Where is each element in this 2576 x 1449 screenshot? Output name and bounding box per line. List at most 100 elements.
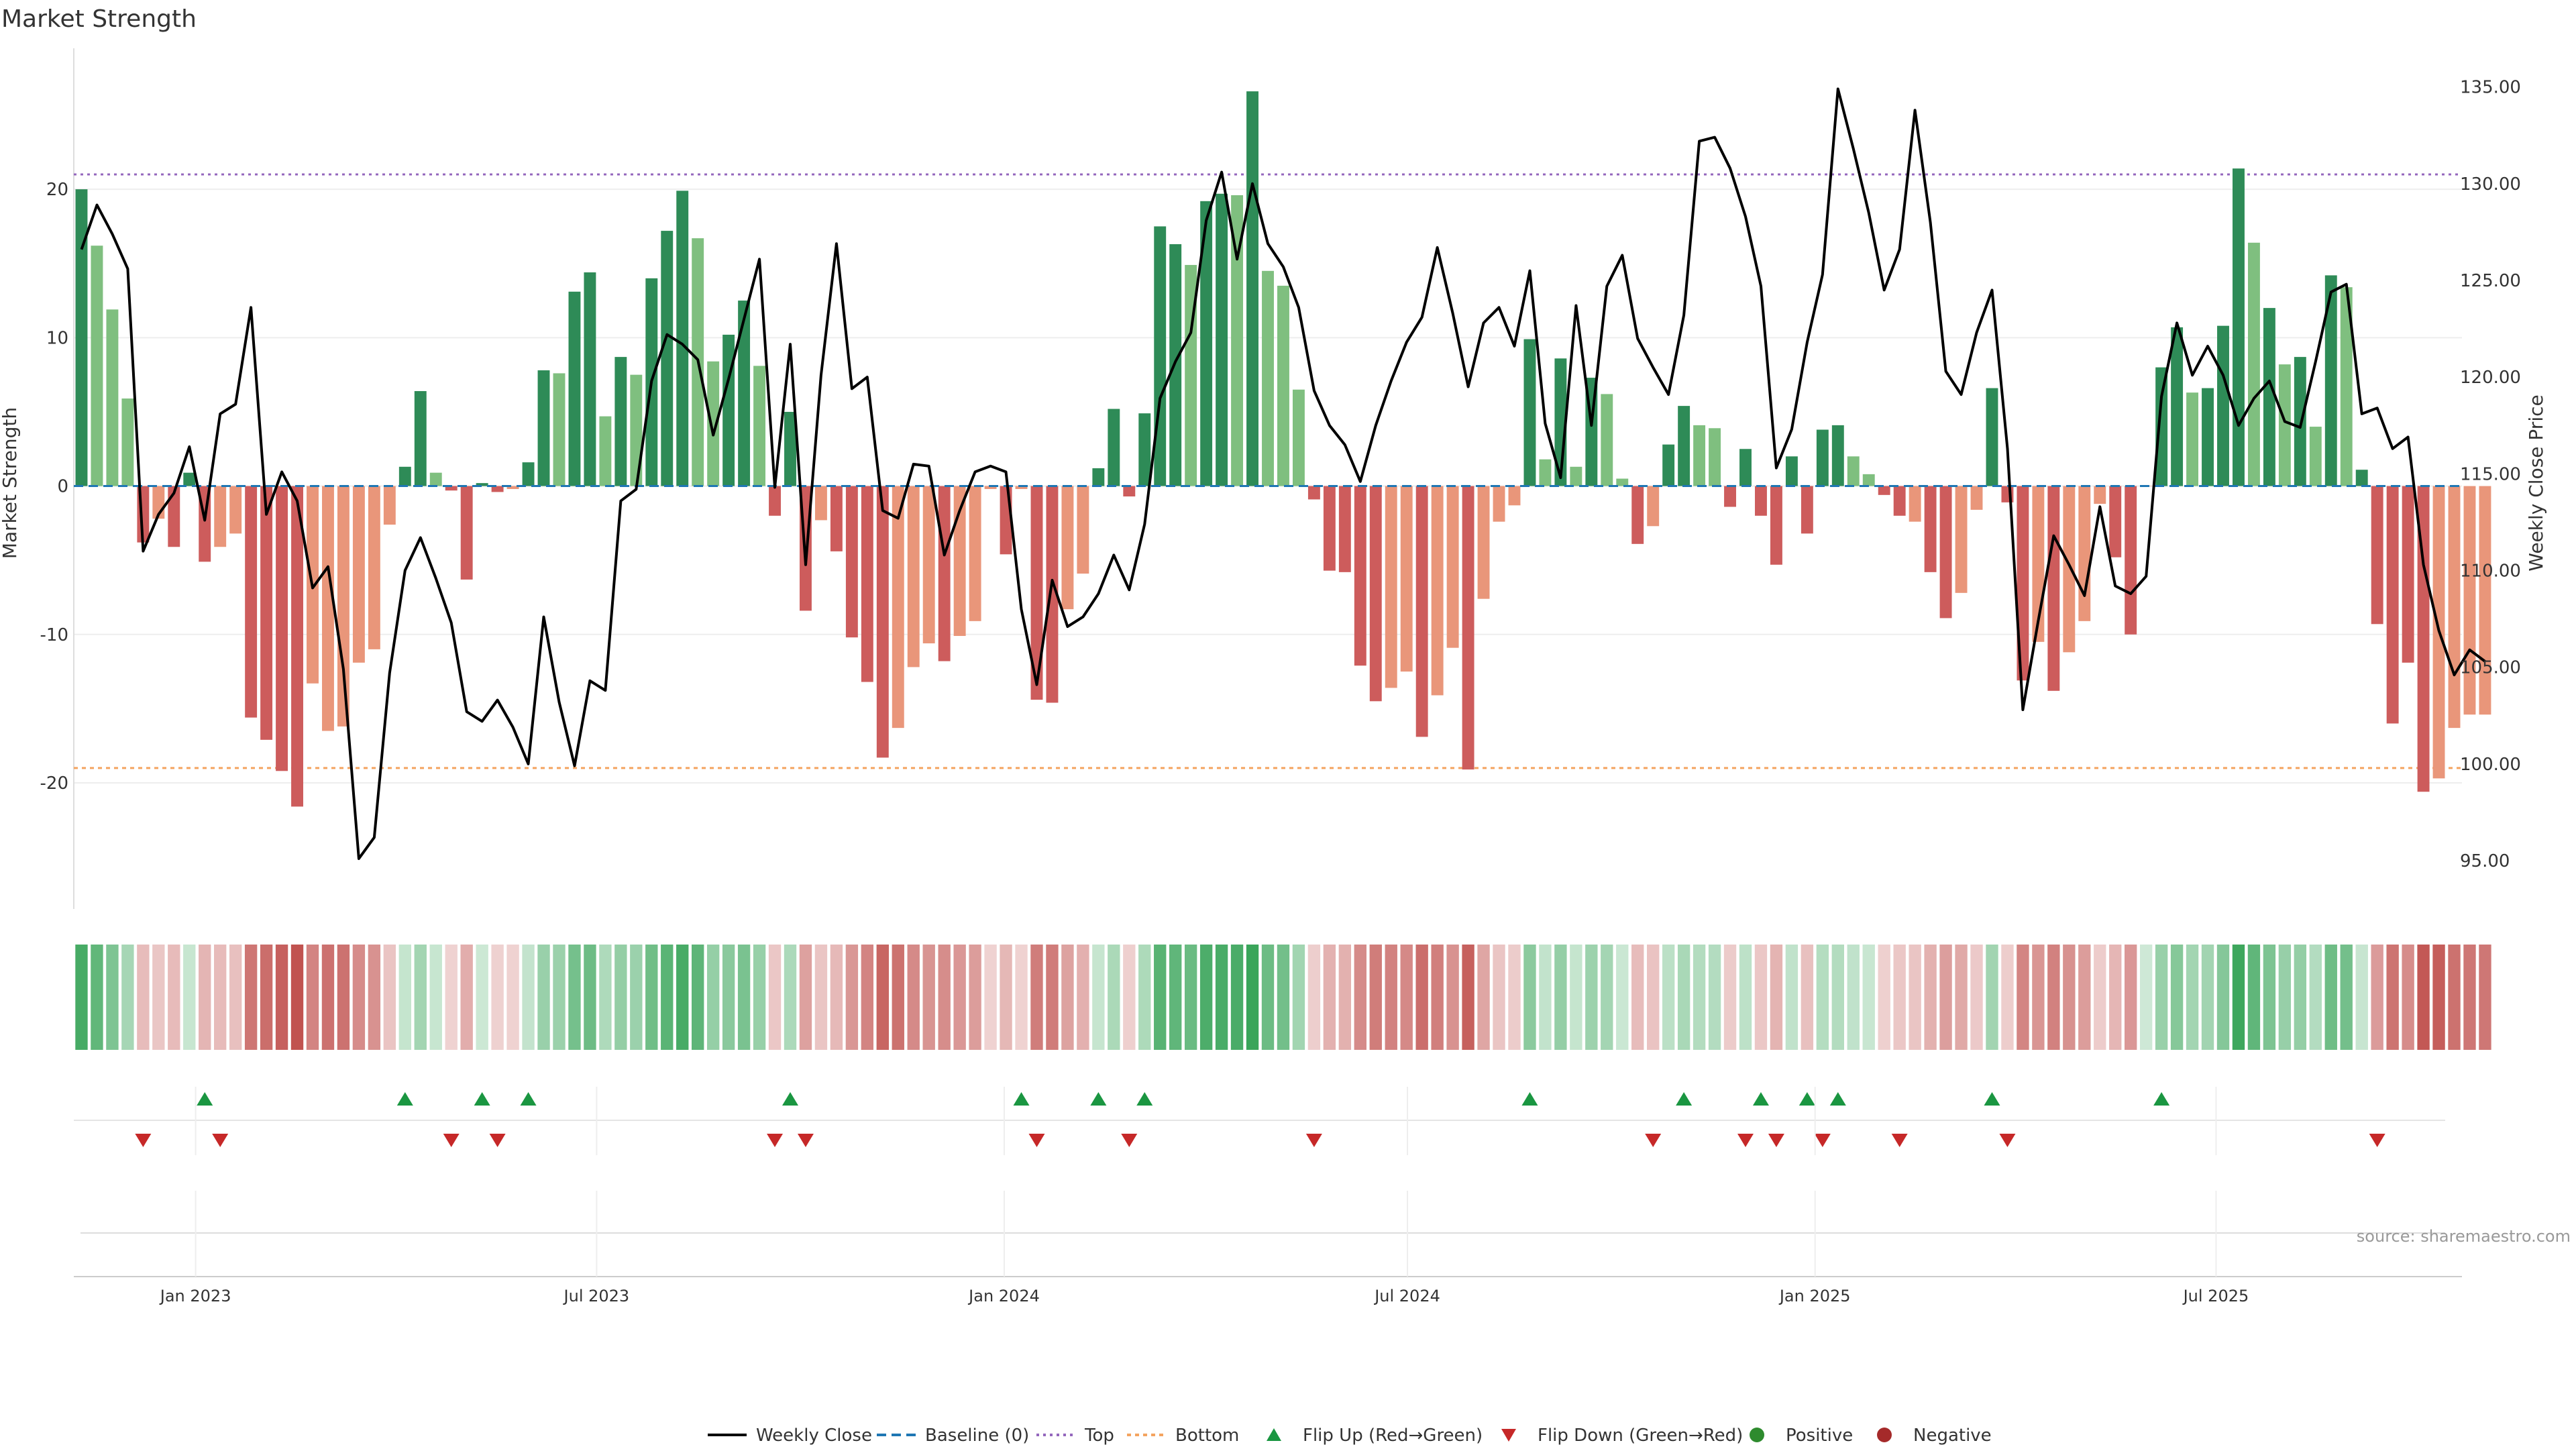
heat-cell xyxy=(1415,945,1428,1050)
heat-cell xyxy=(1585,945,1598,1050)
heat-cell xyxy=(753,945,766,1050)
strength-bar xyxy=(1338,486,1351,572)
strength-bar xyxy=(907,486,920,667)
heat-cell xyxy=(75,945,88,1050)
heat-cell xyxy=(352,945,366,1050)
y2-tick-label: 130.00 xyxy=(2460,174,2521,195)
heat-cell xyxy=(1847,945,1860,1050)
heat-cell xyxy=(2324,945,2337,1050)
strength-bar xyxy=(738,301,751,486)
heat-cell xyxy=(1369,945,1382,1050)
heat-cell xyxy=(275,945,288,1050)
heat-cell xyxy=(1184,945,1197,1050)
x-axis: Jan 2023 Jul 2023 Jan 2024 Jul 2024 Jan 2025… xyxy=(74,1087,2462,1305)
heat-cell xyxy=(2139,945,2153,1050)
strength-bar xyxy=(769,486,781,516)
flip-markers xyxy=(74,1092,2445,1147)
heat-cell xyxy=(1924,945,1937,1050)
y2-axis-label: Weekly Close Price xyxy=(2525,394,2547,571)
heat-cell xyxy=(1092,945,1105,1050)
heat-cell xyxy=(1230,945,1244,1050)
flip-up-marker xyxy=(520,1092,537,1106)
heat-cell xyxy=(584,945,596,1050)
heat-cell xyxy=(2186,945,2199,1050)
y-tick-label: -10 xyxy=(40,625,68,645)
heat-cell xyxy=(2309,945,2322,1050)
heat-cell xyxy=(2017,945,2029,1050)
strength-bar xyxy=(245,486,258,718)
heat-cell xyxy=(1215,945,1228,1050)
strength-bar xyxy=(984,486,997,489)
heat-cell xyxy=(1878,945,1890,1050)
heat-cell xyxy=(91,945,103,1050)
heat-cell xyxy=(2278,945,2292,1050)
heat-cell xyxy=(1277,945,1290,1050)
heat-cell xyxy=(568,945,581,1050)
strength-bar xyxy=(1493,486,1505,522)
strength-bar xyxy=(121,398,134,486)
flip-up-marker xyxy=(782,1092,798,1106)
heat-cell xyxy=(1431,945,1444,1050)
flip-up-marker xyxy=(1984,1092,2000,1106)
x-tick-label: Jan 2023 xyxy=(159,1287,231,1305)
heat-cell xyxy=(1385,945,1397,1050)
strength-bar xyxy=(2371,486,2383,625)
heat-cell xyxy=(1801,945,1814,1050)
strength-bar xyxy=(1307,486,1320,500)
strength-bar xyxy=(707,361,720,486)
heat-cell xyxy=(1462,945,1474,1050)
strength-bar xyxy=(522,462,535,486)
strength-bar xyxy=(2355,470,2368,486)
flip-down-marker xyxy=(1768,1134,1784,1147)
strength-bar xyxy=(1277,285,1289,486)
strength-bar xyxy=(2155,367,2168,486)
strength-bar xyxy=(2217,325,2229,486)
y-axis-label: Market Strength xyxy=(0,407,21,559)
strength-bar xyxy=(1878,486,1890,495)
strength-bar xyxy=(1400,486,1413,672)
x-tick-label: Jul 2023 xyxy=(563,1287,630,1305)
heat-cell xyxy=(1292,945,1305,1050)
strength-bar xyxy=(814,486,827,521)
y2-tick-label: 120.00 xyxy=(2460,368,2521,388)
heat-cell xyxy=(137,945,150,1050)
strength-bar xyxy=(1785,456,1798,486)
heat-cell xyxy=(599,945,612,1050)
strength-bar xyxy=(2094,486,2106,504)
heat-cell xyxy=(676,945,689,1050)
heat-cell xyxy=(2094,945,2106,1050)
strength-bar xyxy=(1508,486,1521,506)
strength-bar xyxy=(2186,392,2199,486)
heat-cell xyxy=(506,945,519,1050)
x-tick-label: Jul 2024 xyxy=(1373,1287,1440,1305)
heat-cell xyxy=(1677,945,1690,1050)
heat-cell xyxy=(229,945,242,1050)
strength-bar xyxy=(1709,428,1721,486)
y2-tick-label: 100.00 xyxy=(2460,755,2521,775)
x-tick-label: Jan 2024 xyxy=(967,1287,1040,1305)
strength-bar xyxy=(2047,486,2060,691)
flip-down-marker xyxy=(135,1134,152,1147)
strength-bar xyxy=(1092,468,1105,486)
heat-cell xyxy=(1307,945,1321,1050)
heat-cell xyxy=(2247,945,2261,1050)
strength-bar xyxy=(2017,486,2029,681)
heat-cell xyxy=(706,945,720,1050)
heat-cell xyxy=(1246,945,1259,1050)
strength-bar xyxy=(1415,486,1428,737)
x-tick-label: Jan 2025 xyxy=(1778,1287,1851,1305)
strength-bar xyxy=(661,231,674,486)
heat-cell xyxy=(244,945,258,1050)
strength-bar xyxy=(229,486,242,534)
heat-cell xyxy=(2371,945,2383,1050)
strength-bar xyxy=(1323,486,1336,571)
strength-bar xyxy=(1077,486,1089,574)
heat-cell xyxy=(1723,945,1737,1050)
strength-bar xyxy=(2278,364,2291,486)
strength-bar xyxy=(1231,195,1244,486)
strength-bar xyxy=(1986,388,1998,486)
strength-bar xyxy=(368,486,380,649)
strength-bar xyxy=(491,486,504,492)
strength-bar xyxy=(2402,486,2414,663)
heat-cell xyxy=(1616,945,1629,1050)
